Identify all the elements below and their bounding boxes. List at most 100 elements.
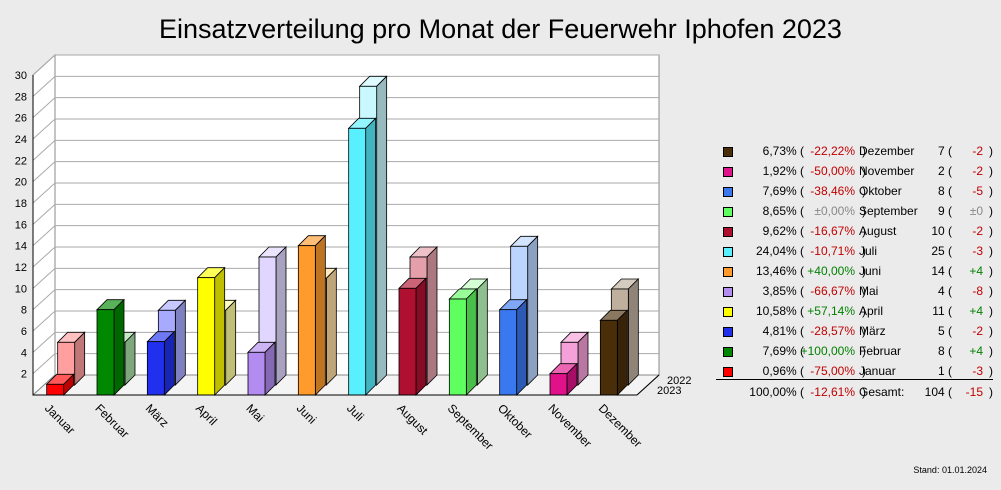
legend-row: 1,92% (-50,00%) November 2 (-2) [716,161,996,181]
bar-side [275,246,287,386]
legend-percent: 10,58% ( [755,304,804,318]
gridline [32,182,659,204]
legend-month: März [859,324,886,338]
bar-front [398,287,417,396]
bar-side [627,278,639,386]
bar-side [465,288,477,396]
legend-row: 6,73% (-22,22%) Dezember 7 (-2) [716,141,996,161]
bar-front [297,245,316,396]
legend-percent: 8,65% ( [762,204,804,218]
legend-paren: ) [862,224,866,238]
legend-total: 100,00% (-12,61%) Gesamt: 104 (-15) [716,382,996,402]
legend-row: 7,69% (+100,00%) Februar 8 (+4) [716,341,996,361]
x-tick-label: September [445,401,496,452]
total-percent: 100,00% ( [749,385,804,399]
bar-side [314,234,326,396]
legend-paren: ) [862,264,866,278]
legend-swatch [723,307,733,317]
legend-count-change: -3 [972,364,983,378]
legend-swatch [723,367,733,377]
bar-side [527,235,539,386]
legend-count: 11 ( [932,304,952,318]
gridline [32,267,659,289]
legend-count: 4 ( [937,284,952,298]
legend-percent: 1,92% ( [762,164,804,178]
legend-paren: ) [862,184,866,198]
legend-month: Mai [859,284,879,298]
legend-paren: ) [989,344,993,358]
bar-2023 [347,117,377,396]
depth-label-2023: 2023 [657,385,681,397]
y-tick-label: 16 [15,219,27,231]
bar-2023 [196,266,226,396]
legend-month: Oktober [859,184,902,198]
legend-percent-change: -50,00% [810,164,855,178]
depth-label-2022: 2022 [667,375,691,387]
bar-side [476,278,488,386]
bar-front [549,373,568,396]
legend-paren: ) [989,244,993,258]
x-tick-label: Januar [42,401,78,437]
bar-front [197,277,216,396]
legend-paren: ) [862,344,866,358]
legend-month: Januar [859,364,896,378]
bars-2023 [45,117,629,396]
bar-side [113,298,125,396]
bar-2023 [448,288,478,396]
legend-paren: ) [989,324,993,338]
gridline [32,54,659,76]
legend-percent-change: +100,00% [800,344,855,358]
legend-row: 8,65% (±0,00%) September 9 (±0) [716,201,996,221]
x-tick-label: November [545,401,594,450]
y-tick-label: 26 [15,113,27,125]
bar-side [163,330,175,396]
legend-swatch [723,287,733,297]
x-tick-label: Mai [243,401,267,425]
bar-front [146,341,165,396]
y-tick-label: 14 [15,241,27,253]
y-tick-label: 18 [15,198,27,210]
legend-count-change: -5 [972,184,983,198]
y-tick-label: 8 [21,305,27,317]
legend-paren: ) [862,304,866,318]
legend-percent-change: -75,00% [810,364,855,378]
y-tick-label: 20 [15,177,27,189]
legend-count-change: -2 [972,224,983,238]
bar-2023 [549,362,578,396]
legend-count: 2 ( [937,164,952,178]
legend-percent-change: -28,57% [810,324,855,338]
legend-paren: ) [989,184,993,198]
bar-2023 [297,234,327,396]
legend-month: Februar [859,344,902,358]
legend-count-change: +4 [969,264,983,278]
x-tick-label: Februar [92,401,132,441]
legend-percent-change: -22,22% [810,144,855,158]
x-tick-label: März [143,401,172,430]
legend-percent-change: -16,67% [810,224,855,238]
bar-side [214,266,226,396]
y-tick-label: 30 [15,70,27,82]
gridline [32,246,659,268]
y-tick-label: 28 [15,91,27,103]
side-wall [32,53,56,397]
bar-side [325,267,337,386]
legend-month: Juli [859,244,878,258]
legend-count: 1 ( [937,364,952,378]
legend-swatch [723,247,733,257]
bar-side [516,298,528,396]
x-axis: Januar Februar März April Mai Juni Juli August S… [33,394,645,453]
legend-row: 10,58% (+57,14%) April 11 (+4) [716,301,996,321]
stand-date: Stand: 01.01.2024 [913,465,987,475]
legend-paren: ) [989,304,993,318]
legend-paren: ) [862,144,866,158]
gridline [32,203,659,225]
bar-front [499,309,518,396]
total-percent-change: -12,61% [810,385,855,399]
legend-swatch [723,327,733,337]
y-tick-label: 2 [21,369,27,381]
gridline [32,289,659,311]
bar-side [365,117,377,396]
legend-paren: ) [989,364,993,378]
